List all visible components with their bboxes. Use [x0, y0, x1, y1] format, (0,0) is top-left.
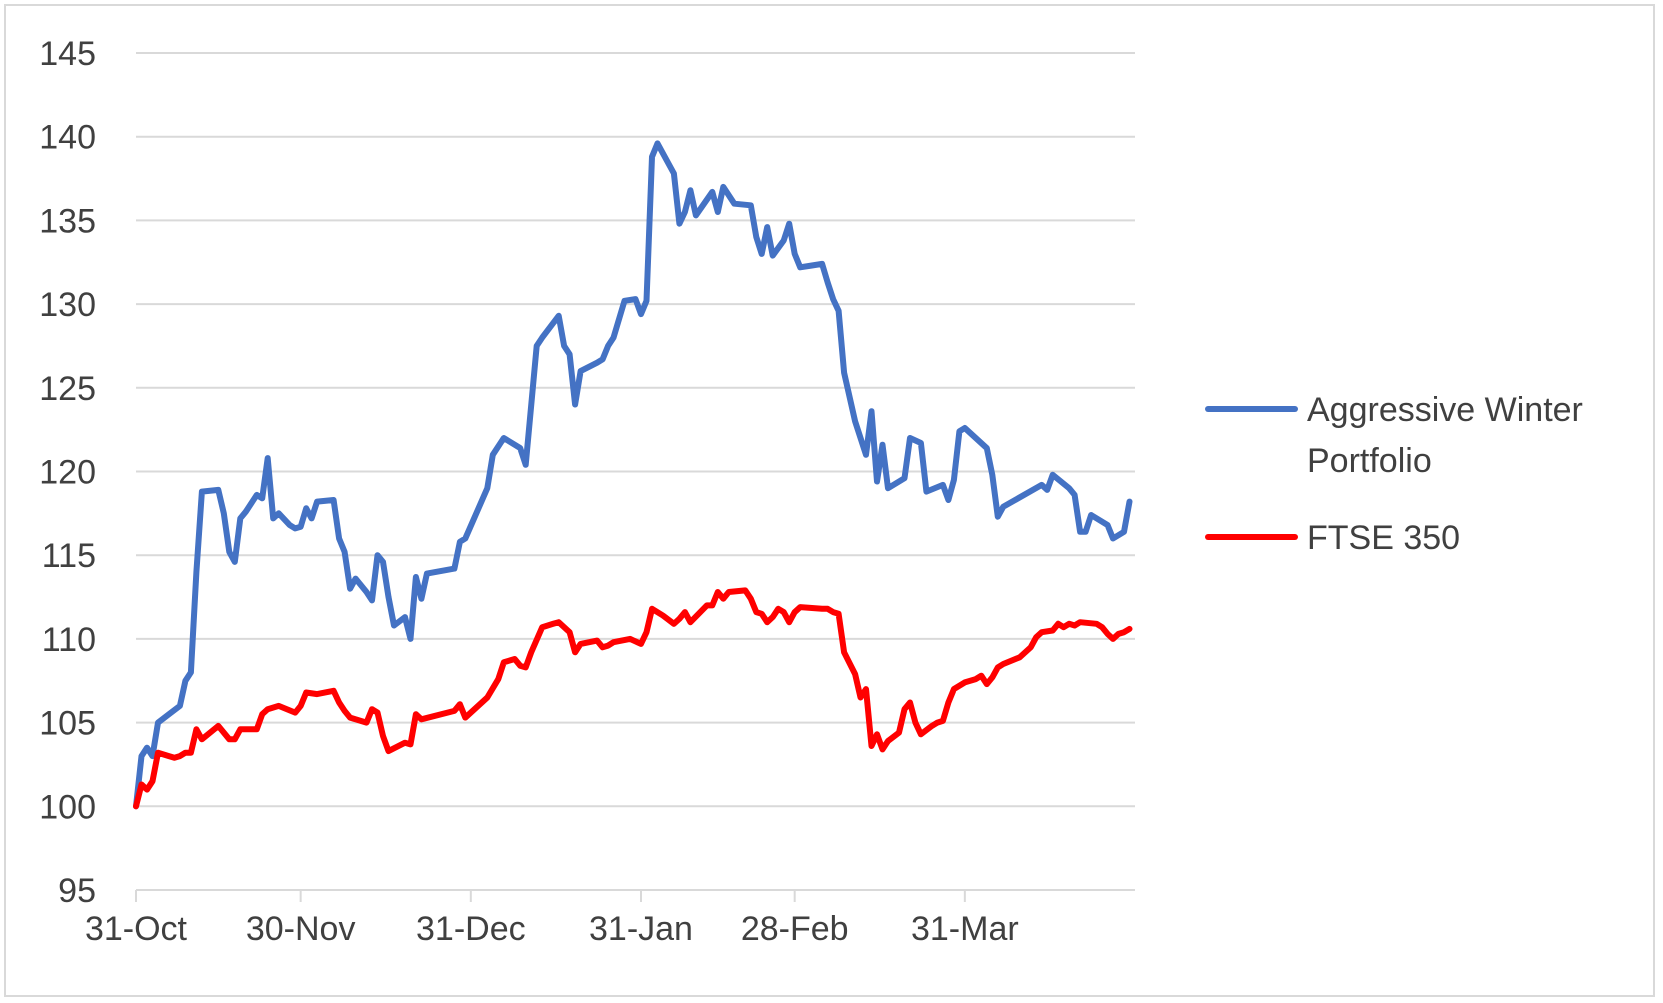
- x-axis: [135, 889, 1135, 902]
- y-tick-label: 130: [39, 286, 96, 324]
- x-tick-label: 30-Nov: [246, 910, 356, 948]
- legend-label: Aggressive Winter Portfolio: [1307, 391, 1583, 480]
- legend-label: FTSE 350: [1307, 519, 1460, 557]
- x-tick-label: 31-Jan: [589, 910, 693, 948]
- legend: Aggressive Winter Portfolio FTSE 350: [1205, 391, 1583, 557]
- series-line-ftse-350: [133, 587, 1133, 810]
- x-tick-label: 31-Mar: [911, 910, 1019, 948]
- y-tick-label: 125: [39, 370, 96, 408]
- y-tick-label: 95: [58, 872, 96, 910]
- gridlines: [136, 52, 1135, 808]
- y-tick-label: 120: [39, 454, 96, 492]
- y-axis-tick-labels: 95 100 105 110 115 120 125 130 135 140 145: [39, 35, 96, 910]
- x-tick-label: 28-Feb: [741, 910, 849, 948]
- y-tick-label: 105: [39, 705, 96, 743]
- y-tick-label: 115: [42, 537, 96, 575]
- y-tick-label: 110: [42, 621, 96, 659]
- x-tick-label: 31-Oct: [85, 910, 188, 948]
- y-tick-label: 135: [39, 202, 96, 240]
- series-lines: [133, 140, 1133, 810]
- x-tick-label: 31-Dec: [416, 910, 526, 948]
- y-tick-label: 100: [39, 788, 96, 826]
- chart-frame: [4, 4, 1655, 997]
- x-axis-tick-labels: 31-Oct 30-Nov 31-Dec 31-Jan 28-Feb 31-Mar: [85, 910, 1019, 948]
- series-line-aggressive-winter-portfolio: [133, 140, 1133, 810]
- y-tick-label: 140: [39, 119, 96, 157]
- y-tick-label: 145: [39, 35, 96, 73]
